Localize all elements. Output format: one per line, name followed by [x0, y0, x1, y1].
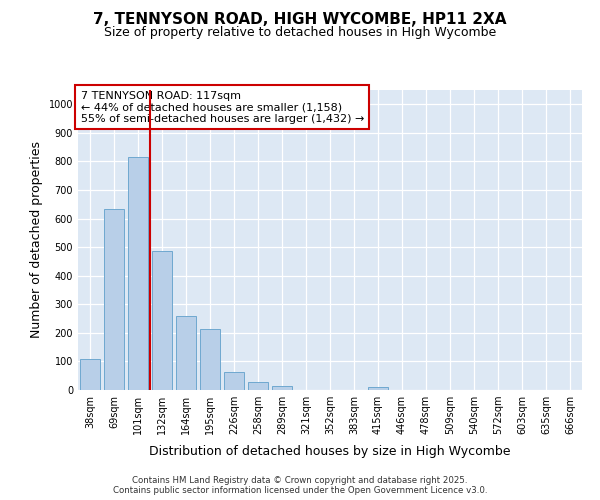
Text: 7, TENNYSON ROAD, HIGH WYCOMBE, HP11 2XA: 7, TENNYSON ROAD, HIGH WYCOMBE, HP11 2XA: [93, 12, 507, 28]
X-axis label: Distribution of detached houses by size in High Wycombe: Distribution of detached houses by size …: [149, 446, 511, 458]
Y-axis label: Number of detached properties: Number of detached properties: [30, 142, 43, 338]
Bar: [104, 208, 124, 390]
Text: 7 TENNYSON ROAD: 117sqm
← 44% of detached houses are smaller (1,158)
55% of semi: 7 TENNYSON ROAD: 117sqm ← 44% of detache…: [80, 90, 364, 124]
Bar: [176, 316, 196, 390]
Bar: [224, 372, 244, 390]
Bar: [248, 382, 268, 390]
Bar: [200, 330, 220, 390]
Bar: [368, 387, 388, 390]
Bar: [80, 358, 100, 390]
Text: Contains HM Land Registry data © Crown copyright and database right 2025.
Contai: Contains HM Land Registry data © Crown c…: [113, 476, 487, 495]
Text: Size of property relative to detached houses in High Wycombe: Size of property relative to detached ho…: [104, 26, 496, 39]
Bar: [128, 157, 148, 390]
Bar: [272, 386, 292, 390]
Bar: [152, 252, 172, 390]
